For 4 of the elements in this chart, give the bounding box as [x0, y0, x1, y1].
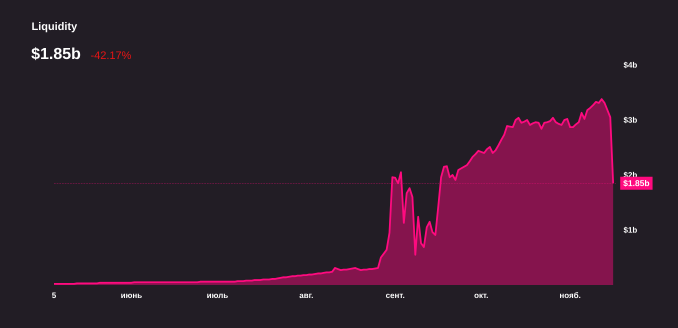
chart-subtitle: $1.85b — [31, 47, 80, 60]
chart-title: Liquidity — [32, 22, 78, 32]
text: -42.17% — [91, 51, 131, 60]
ref-line-label: $1.85b — [623, 180, 650, 187]
